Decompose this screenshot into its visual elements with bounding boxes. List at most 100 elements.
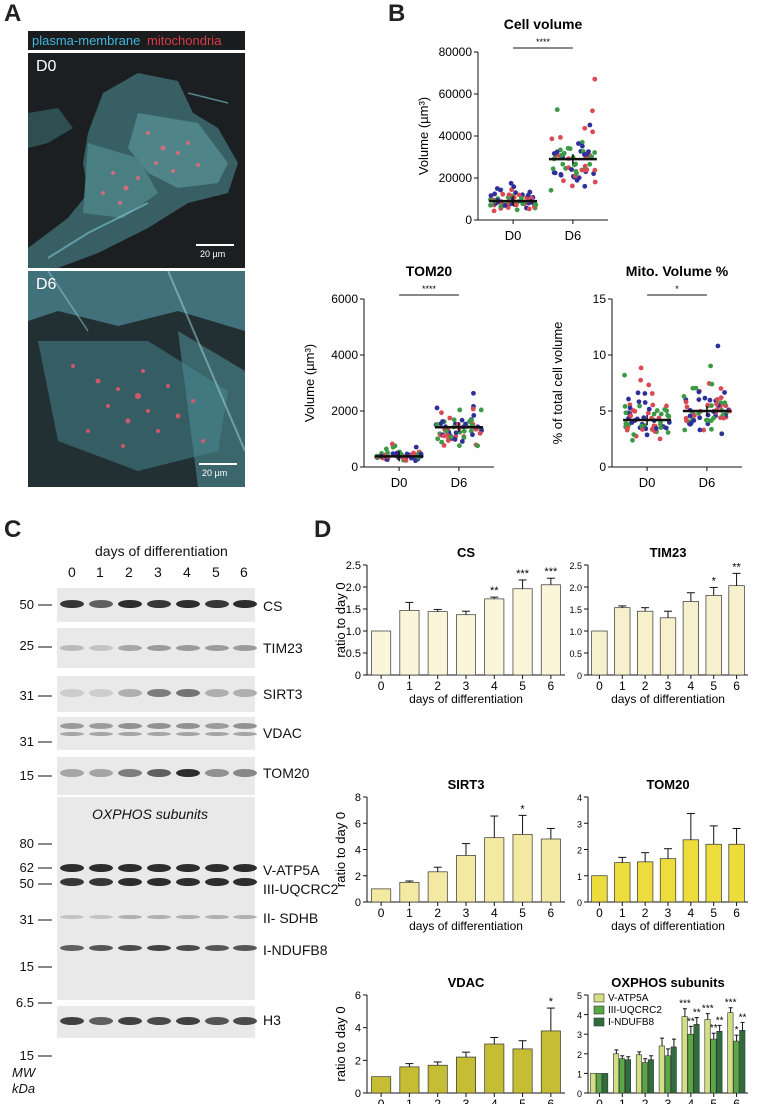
blot-band	[233, 689, 257, 697]
scatter-point	[439, 439, 445, 445]
scatter-point	[457, 443, 462, 449]
mw-marker: 31	[19, 688, 34, 703]
blot-band	[176, 878, 200, 886]
scatter-point	[693, 385, 699, 391]
blot-band	[60, 689, 84, 697]
scatter-point	[413, 444, 419, 450]
blot-label-atp5a: V-ATP5A	[263, 862, 320, 878]
mw-marker: 31	[19, 734, 34, 749]
y-tick-label: 2	[355, 1055, 361, 1067]
scale-bar-d6	[199, 463, 237, 465]
significance-label: ****	[422, 284, 437, 294]
bar	[637, 610, 654, 676]
blot-band	[147, 769, 171, 777]
bar	[399, 609, 420, 676]
x-tick-label: 5	[519, 906, 526, 920]
mw-marker: 6.5	[15, 995, 34, 1010]
x-tick-label: 1	[619, 679, 626, 693]
y-tick-label: 0	[355, 897, 361, 909]
blot-band	[205, 645, 229, 651]
y-tick-label: 0	[577, 1089, 582, 1099]
scatter-point	[646, 382, 652, 388]
blot-band	[233, 1017, 257, 1025]
scatter-point	[636, 399, 642, 405]
blot-band	[205, 945, 229, 951]
y-tick-label: 0	[599, 460, 606, 474]
y-tick-label: 1.0	[346, 626, 361, 638]
x-tick-label: D0	[391, 475, 408, 490]
blot-band	[176, 689, 200, 697]
scatter-point	[642, 391, 648, 396]
scatter-point	[459, 417, 465, 423]
blot-band	[60, 723, 84, 729]
y-axis-label: ratio to day 0	[333, 812, 348, 887]
scatter-point	[625, 425, 631, 431]
blot-band	[89, 732, 113, 736]
scatter-point	[645, 410, 651, 416]
x-tick-label: D6	[451, 475, 468, 490]
scatter-point	[488, 202, 493, 208]
mw-marker: 31	[19, 912, 34, 927]
scatter-point	[592, 179, 598, 185]
bar	[512, 588, 533, 676]
blot-band	[60, 945, 84, 951]
blot-band	[233, 945, 257, 951]
y-tick-label: 0	[577, 671, 582, 681]
scatter-point	[653, 426, 659, 431]
blot-band	[176, 600, 200, 608]
x-tick-label: 1	[406, 1097, 413, 1104]
scatter-point	[586, 149, 591, 155]
x-tick-label: 2	[642, 1097, 649, 1104]
day-label: 5	[212, 564, 220, 580]
x-tick-label: D6	[565, 228, 582, 243]
scatter-point	[708, 363, 713, 369]
x-tick-label: 6	[733, 906, 740, 920]
blot-band	[233, 878, 257, 886]
scatter-point	[682, 427, 688, 433]
scatter-point	[526, 206, 532, 212]
x-tick-label: 6	[733, 679, 740, 693]
x-tick-label: 1	[619, 1097, 626, 1104]
bar	[371, 888, 392, 903]
blot-band	[205, 732, 229, 736]
panel-letter-d: D	[314, 516, 332, 543]
chart-title: TIM23	[650, 545, 687, 560]
scatter-point	[435, 436, 441, 442]
bar	[647, 1059, 654, 1094]
bar	[540, 838, 561, 903]
scatter-point	[441, 433, 447, 439]
bar	[613, 1053, 620, 1094]
x-tick-label: 3	[665, 1097, 672, 1104]
chart-title: Cell volume	[504, 16, 583, 32]
significance-label: **	[693, 1008, 701, 1019]
chart-title: TOM20	[406, 263, 453, 279]
blot-band	[205, 878, 229, 886]
scatter-point	[658, 411, 664, 417]
scatter-point	[592, 167, 598, 173]
y-axis-label: Volume (µm³)	[302, 344, 317, 422]
scatter-point	[488, 193, 494, 199]
blot-band	[118, 864, 142, 872]
scatter-point	[448, 434, 454, 440]
image-label-d0: D0	[36, 58, 57, 75]
y-tick-label: 15	[593, 292, 607, 306]
legend-label: I-NDUFB8	[608, 1017, 655, 1028]
scatter-point	[651, 411, 657, 417]
scatter-point	[582, 125, 588, 131]
y-axis-label: Volume (µm³)	[416, 97, 431, 175]
scatter-point	[561, 178, 566, 184]
mw-marker: 25	[19, 638, 34, 653]
scatter-point	[576, 141, 581, 146]
x-axis-label: days of differentiation	[409, 919, 523, 933]
y-tick-label: 80000	[439, 45, 473, 59]
blot-band	[89, 600, 113, 608]
chart-title: Mito. Volume %	[626, 263, 729, 279]
blot-band	[60, 600, 84, 608]
blot-band	[60, 864, 84, 872]
blot-band	[147, 864, 171, 872]
day-label: 1	[96, 564, 104, 580]
scatter-point	[550, 166, 556, 172]
scatter-point	[444, 428, 449, 434]
bar	[710, 1038, 717, 1094]
